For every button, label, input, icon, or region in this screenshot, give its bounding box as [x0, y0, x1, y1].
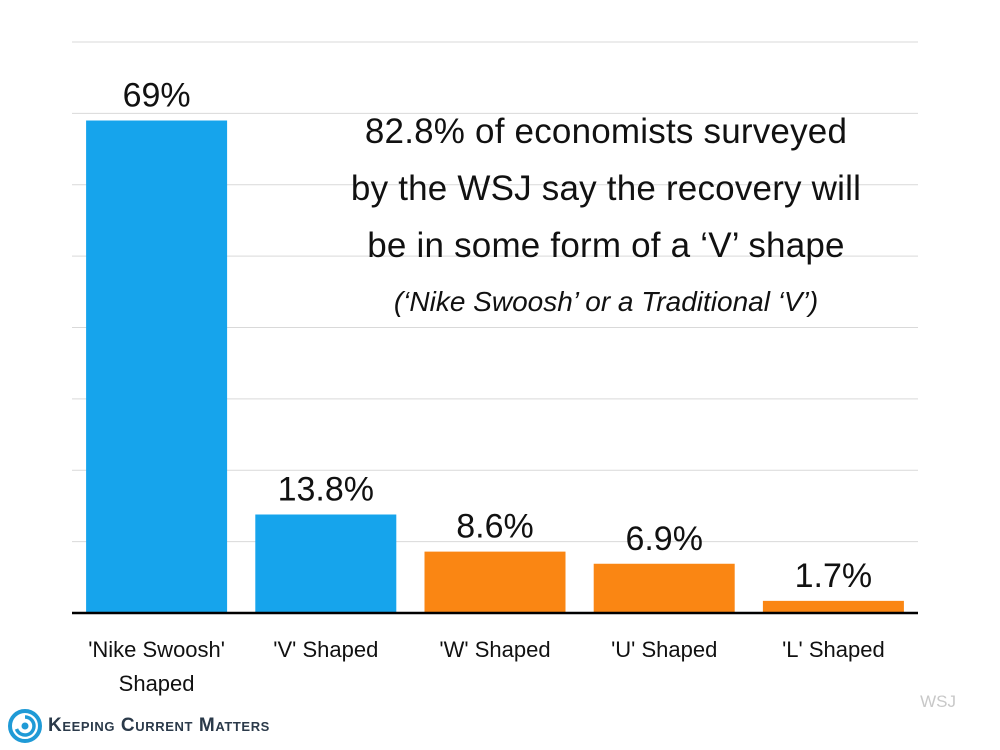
source-label: WSJ [920, 692, 956, 711]
annotation-subline: (‘Nike Swoosh’ or a Traditional ‘V’) [393, 286, 819, 317]
tick-label: 'Nike Swoosh' Shaped [88, 637, 225, 696]
annotation-line-3: be in some form of a ‘V’ shape [367, 226, 845, 265]
category-labels: 'Nike Swoosh' Shaped 'V' Shaped 'W' Shaped '… [88, 637, 885, 696]
bar [86, 120, 228, 613]
value-labels: 69% 13.8% 8.6% 6.9% 1.7% [123, 77, 873, 595]
tick-label: 'V' Shaped [273, 637, 378, 662]
bar [255, 514, 397, 613]
data-label: 6.9% [625, 520, 703, 558]
bars [86, 120, 904, 613]
data-label: 13.8% [278, 471, 374, 509]
tick-label: 'L' Shaped [782, 637, 885, 662]
tick-label: 'W' Shaped [439, 637, 550, 662]
swirl-logo-icon [8, 709, 42, 743]
bar [762, 600, 904, 613]
data-label: 69% [123, 77, 191, 115]
bar [424, 551, 566, 613]
data-label: 8.6% [456, 508, 534, 546]
annotation-line-2: by the WSJ say the recovery will [350, 169, 862, 208]
bar [593, 563, 735, 613]
brand-name: Keeping Current Matters [48, 715, 270, 736]
chart-annotation: 82.8% of economists surveyed by the WSJ … [290, 103, 922, 318]
brand-logo: Keeping Current Matters [8, 706, 270, 746]
data-label: 1.7% [795, 557, 873, 595]
annotation-line-1: 82.8% of economists surveyed [364, 112, 848, 151]
tick-label: 'U' Shaped [611, 637, 717, 662]
